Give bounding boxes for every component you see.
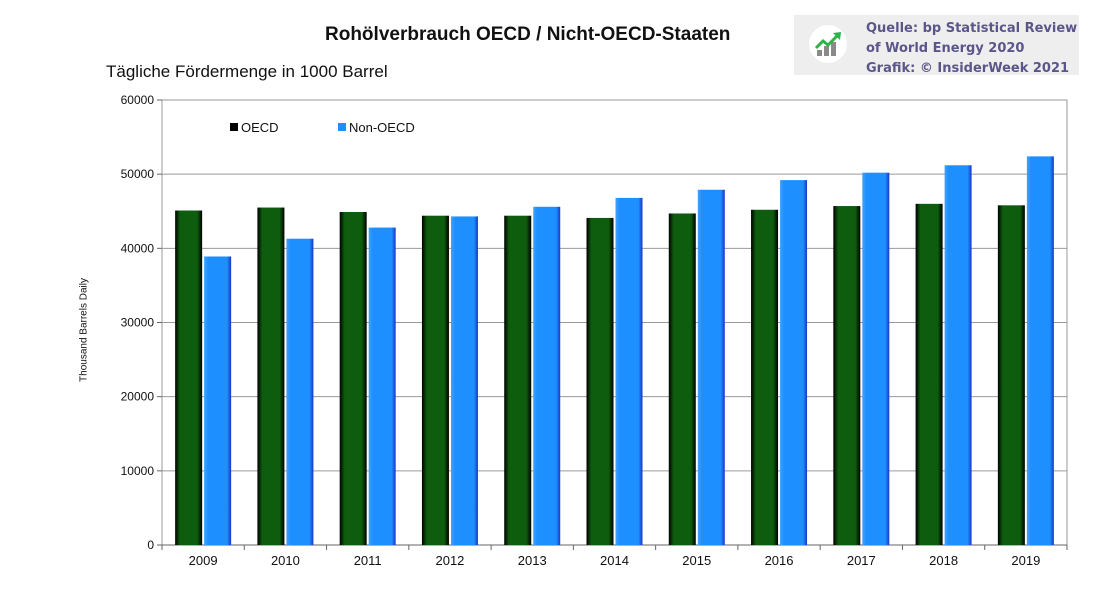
source-box: Quelle: bp Statistical Review of World E…: [794, 15, 1079, 76]
y-tick-label: 0: [147, 538, 154, 552]
chart-title: Rohölverbrauch OECD / Nicht-OECD-Staaten: [325, 24, 731, 45]
y-tick-label: 60000: [121, 93, 155, 107]
y-tick-label: 10000: [121, 464, 155, 478]
bar-non-oecd: [533, 206, 561, 546]
bar-oecd: [339, 211, 367, 545]
legend-label-oecd: OECD: [241, 120, 279, 135]
x-tick-label: 2018: [929, 553, 958, 568]
bar-oecd: [421, 215, 449, 545]
bar-oecd: [668, 213, 696, 545]
bar-non-oecd: [862, 172, 890, 545]
source-line: Grafik: © InsiderWeek 2021: [866, 61, 1070, 76]
x-tick-label: 2019: [1011, 553, 1040, 568]
legend-swatch-oecd: [230, 123, 238, 131]
bar-non-oecd: [1026, 156, 1054, 545]
x-tick-label: 2014: [600, 553, 629, 568]
bar-oecd: [997, 205, 1025, 546]
y-tick-label: 40000: [121, 241, 155, 255]
bar-oecd: [504, 215, 532, 545]
x-tick-label: 2010: [271, 553, 300, 568]
source-text: Quelle: bp Statistical Review of World E…: [866, 19, 1077, 79]
bar-non-oecd: [615, 197, 643, 545]
bar-oecd: [833, 206, 861, 545]
bar-oecd: [586, 217, 614, 546]
bar-non-oecd: [368, 227, 396, 546]
source-line: of World Energy 2020: [866, 41, 1025, 56]
bar-non-oecd: [697, 189, 725, 545]
bar-non-oecd: [450, 216, 478, 546]
y-tick-label: 30000: [121, 316, 155, 330]
y-tick-label: 50000: [121, 167, 155, 181]
source-line: Quelle: bp Statistical Review: [866, 21, 1078, 36]
legend-swatch-non-oecd: [338, 123, 346, 131]
bar-oecd: [751, 209, 779, 545]
x-tick-label: 2017: [847, 553, 876, 568]
x-tick-label: 2016: [765, 553, 794, 568]
bar-oecd: [915, 203, 943, 546]
chart-subtitle: Tägliche Fördermenge in 1000 Barrel: [106, 62, 388, 81]
x-tick-label: 2013: [518, 553, 547, 568]
bar-non-oecd: [780, 180, 808, 545]
x-tick-label: 2011: [354, 553, 382, 568]
y-tick-label: 20000: [121, 390, 155, 404]
bar-non-oecd: [204, 256, 232, 545]
x-tick-label: 2015: [682, 553, 711, 568]
bar-oecd: [257, 207, 285, 545]
bar-non-oecd: [944, 165, 972, 545]
trend-up-chart-icon: [809, 25, 847, 63]
bar-oecd: [175, 210, 203, 545]
legend-label-non-oecd: Non-OECD: [349, 120, 415, 135]
x-tick-label: 2012: [435, 553, 464, 568]
bar-non-oecd: [286, 238, 314, 546]
x-tick-label: 2009: [189, 553, 218, 568]
